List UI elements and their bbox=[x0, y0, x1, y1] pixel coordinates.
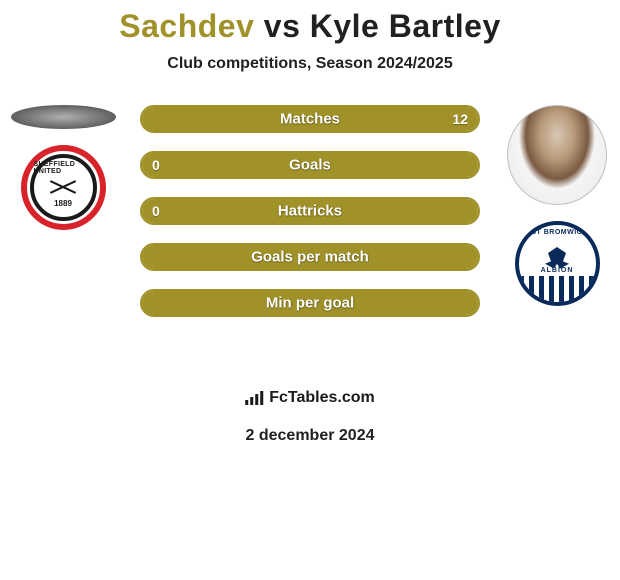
stat-row: Min per goal bbox=[140, 289, 480, 317]
stat-row: Goals 0 bbox=[140, 151, 480, 179]
stat-label: Matches bbox=[280, 111, 340, 128]
club2-name: ALBION bbox=[519, 267, 596, 274]
player1-avatar bbox=[11, 105, 116, 129]
stat-value-left: 0 bbox=[152, 203, 160, 219]
stat-label: Goals per match bbox=[251, 249, 369, 266]
player2-avatar bbox=[507, 105, 607, 205]
right-column: EST BROMWICH ALBION bbox=[502, 105, 612, 306]
stat-row: Hattricks 0 bbox=[140, 197, 480, 225]
stat-bars: Matches 12 Goals 0 Hattricks 0 Goals per match… bbox=[140, 105, 480, 317]
stat-value-right: 12 bbox=[452, 111, 468, 127]
content-area: SHEFFIELD UNITED 1889 EST BROMWICH ALBIO… bbox=[0, 105, 620, 365]
chart-icon bbox=[245, 391, 263, 405]
left-column: SHEFFIELD UNITED 1889 bbox=[8, 105, 118, 230]
site-name: FcTables.com bbox=[269, 389, 375, 407]
vs-text: vs bbox=[264, 8, 301, 44]
stat-label: Goals bbox=[289, 157, 331, 174]
stat-row: Goals per match bbox=[140, 243, 480, 271]
stat-value-left: 0 bbox=[152, 157, 160, 173]
stripes-icon bbox=[519, 276, 596, 302]
club1-year: 1889 bbox=[54, 199, 72, 208]
subtitle: Club competitions, Season 2024/2025 bbox=[0, 55, 620, 73]
player1-club-logo: SHEFFIELD UNITED 1889 bbox=[21, 145, 106, 230]
club1-name: SHEFFIELD UNITED bbox=[34, 161, 93, 175]
site-badge: FcTables.com bbox=[229, 381, 391, 415]
stat-label: Min per goal bbox=[266, 295, 354, 312]
date-text: 2 december 2024 bbox=[246, 427, 375, 445]
comparison-title: Sachdev vs Kyle Bartley bbox=[0, 0, 620, 45]
player1-name: Sachdev bbox=[119, 8, 254, 44]
club2-top-text: EST BROMWICH bbox=[519, 229, 596, 236]
player2-club-logo: EST BROMWICH ALBION bbox=[515, 221, 600, 306]
stat-row: Matches 12 bbox=[140, 105, 480, 133]
player2-name: Kyle Bartley bbox=[310, 8, 501, 44]
stat-label: Hattricks bbox=[278, 203, 342, 220]
swords-icon bbox=[46, 177, 80, 197]
